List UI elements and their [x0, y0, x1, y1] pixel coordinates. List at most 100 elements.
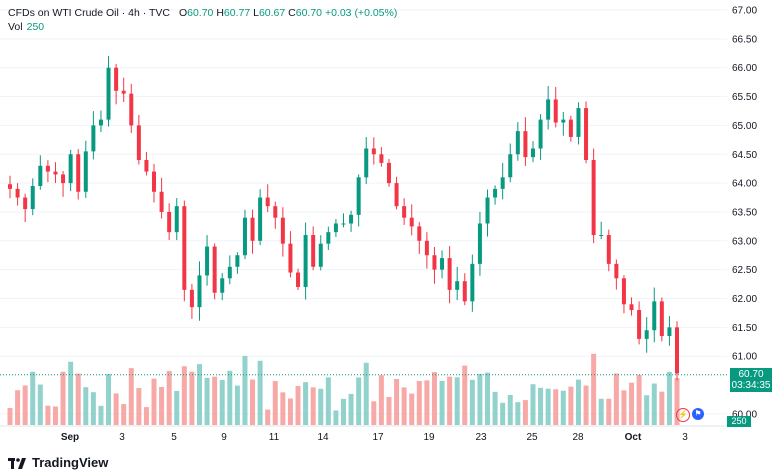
- volume-bar: [545, 388, 551, 425]
- volume-bar: [212, 376, 218, 425]
- price-axis: 67.00 66.50 66.00 65.50 65.00 64.50 64.00 63.50…: [732, 6, 757, 421]
- volume-bar: [219, 380, 225, 425]
- volume-bar: [196, 364, 202, 425]
- volume-bar: [469, 379, 475, 425]
- volume-bar: [204, 377, 210, 425]
- volume-bar: [257, 360, 263, 425]
- candle-body: [584, 108, 589, 161]
- volume-bar: [189, 371, 195, 425]
- volume-bar: [515, 402, 521, 425]
- candle-body: [402, 206, 407, 218]
- time-tick-label: 28: [572, 432, 584, 443]
- volume-bar: [234, 385, 240, 425]
- volume-bar: [90, 392, 96, 425]
- candle-body: [500, 177, 505, 189]
- candle-body: [341, 223, 346, 225]
- economic-event-flag-icon[interactable]: ⚑: [692, 408, 704, 420]
- time-tick-label: 3: [119, 432, 125, 443]
- candle-body: [424, 240, 429, 256]
- candle-body: [121, 90, 126, 94]
- time-tick-label: 25: [526, 432, 538, 443]
- volume-bar: [621, 390, 627, 425]
- candle-body: [311, 235, 316, 267]
- candle-body: [129, 93, 134, 126]
- volume-bar: [348, 393, 354, 425]
- volume-bar: [591, 353, 597, 425]
- volume-bar: [659, 391, 665, 425]
- price-tick-label: 65.50: [732, 92, 757, 103]
- volume-bar: [68, 361, 74, 425]
- candle-body: [136, 125, 141, 161]
- price-tick-label: 67.00: [732, 6, 757, 17]
- candle-body: [273, 206, 278, 218]
- volume-bar: [151, 378, 157, 425]
- candle-body: [462, 281, 467, 302]
- price-tick-label: 63.50: [732, 207, 757, 218]
- volume-bar: [37, 384, 43, 425]
- candle-body: [538, 119, 543, 149]
- candle-body: [23, 197, 28, 210]
- volume-bar: [424, 380, 430, 425]
- volume-bar: [318, 388, 324, 425]
- volume-bar: [227, 370, 233, 425]
- volume-bar: [386, 397, 392, 425]
- candle-body: [220, 278, 225, 293]
- candle-body: [659, 301, 664, 337]
- volume-bar: [560, 390, 566, 425]
- tradingview-brand[interactable]: TradingView: [8, 455, 108, 470]
- volume-bar: [522, 400, 528, 425]
- candle-body: [265, 197, 270, 207]
- volume-bar: [507, 394, 513, 425]
- candle-body: [667, 327, 672, 337]
- price-tick-label: 63.00: [732, 236, 757, 247]
- candle-body: [106, 67, 111, 120]
- candle-body: [159, 191, 164, 212]
- volume-bar: [447, 376, 453, 425]
- volume-bar: [128, 368, 134, 425]
- volume-bar: [113, 393, 119, 425]
- close-label: C: [288, 7, 296, 19]
- price-tick-label: 64.50: [732, 150, 757, 161]
- volume-bar: [674, 378, 680, 425]
- candle-body: [470, 263, 475, 302]
- candle-body: [212, 246, 217, 293]
- legend-volume-row: Vol 250: [8, 20, 397, 34]
- volume-bar: [583, 385, 589, 425]
- volume-bar: [242, 355, 248, 425]
- volume-bar: [606, 398, 612, 425]
- volume-bar: [439, 380, 445, 425]
- volume-bar: [431, 372, 437, 425]
- volume-bar: [462, 365, 468, 425]
- volume-bar: [98, 405, 104, 425]
- low-value: 60.67: [258, 7, 286, 19]
- volume-bar: [159, 386, 165, 425]
- candle-body: [576, 108, 581, 137]
- volume-bar: [613, 373, 619, 425]
- candle-body: [523, 131, 528, 158]
- volume-bar: [598, 398, 604, 425]
- candle-body: [493, 188, 498, 198]
- time-tick-label: 3: [682, 432, 688, 443]
- volume-bar: [75, 373, 81, 425]
- volume-bar: [166, 370, 172, 425]
- dividend-event-icon[interactable]: ⚡: [676, 408, 690, 422]
- candle-body: [8, 184, 12, 189]
- candle-body: [614, 263, 619, 279]
- time-tick-label: 9: [221, 432, 227, 443]
- volume-bar: [181, 366, 187, 425]
- volume-bar: [30, 371, 36, 425]
- chart-grid: [0, 9, 727, 415]
- candle-body: [227, 266, 232, 279]
- price-tick-label: 60.00: [732, 409, 757, 420]
- candle-body: [386, 162, 391, 184]
- volume-bar: [530, 384, 536, 425]
- volume-label[interactable]: Vol: [8, 21, 23, 33]
- volume-bar: [287, 398, 293, 425]
- price-tick-label: 62.00: [732, 294, 757, 305]
- symbol-title[interactable]: CFDs on WTI Crude Oil · 4h · TVC: [8, 7, 171, 19]
- volume-bar: [416, 381, 422, 425]
- volume-bar: [121, 404, 127, 425]
- volume-bar: [553, 389, 559, 425]
- volume-bar: [295, 386, 301, 425]
